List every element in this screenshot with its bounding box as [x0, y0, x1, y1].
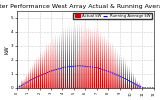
Y-axis label: kW: kW [4, 45, 9, 54]
Legend: Actual kW, Running Average kW: Actual kW, Running Average kW [73, 13, 152, 19]
Title: Solar PV/Inverter Performance West Array Actual & Running Average Power Output: Solar PV/Inverter Performance West Array… [0, 4, 160, 9]
